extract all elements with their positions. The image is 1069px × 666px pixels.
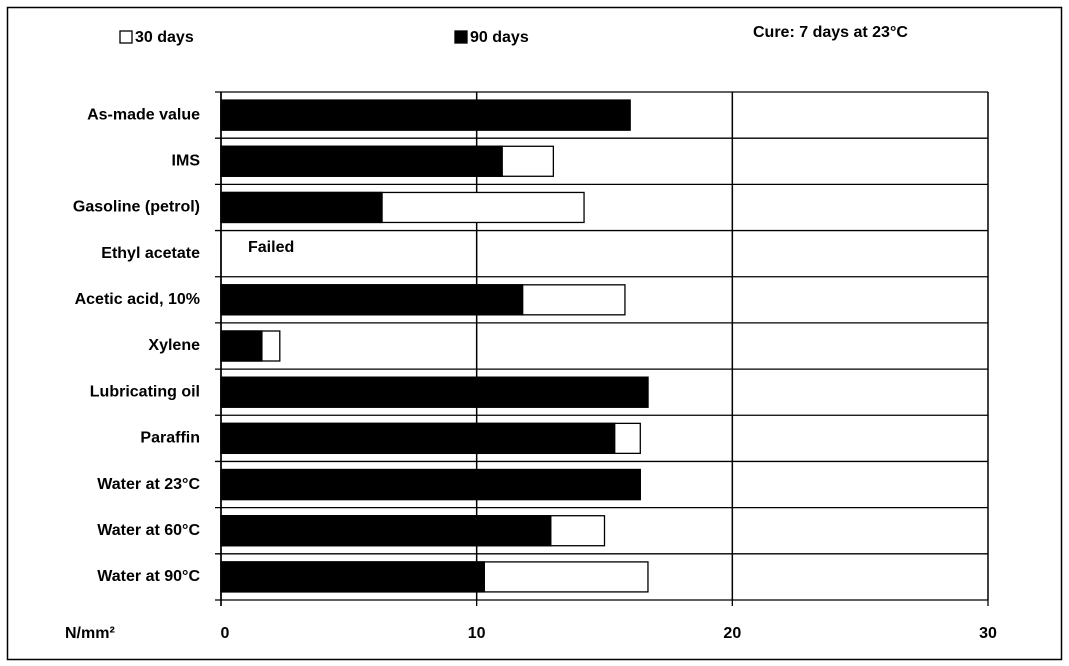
bar (220, 284, 524, 316)
y-tick-label: Water at 60°C (97, 522, 200, 539)
bar (220, 145, 503, 177)
bar (220, 422, 616, 455)
bar (220, 191, 383, 224)
bar (220, 515, 552, 547)
bar (220, 468, 641, 501)
y-tick-label: IMS (172, 152, 201, 169)
y-tick-label: As-made value (87, 106, 200, 123)
legend-marker (454, 30, 468, 44)
legend-label: 90 days (470, 29, 529, 46)
bar (220, 330, 263, 362)
x-tick-label: 10 (468, 625, 486, 642)
legend-marker (119, 30, 133, 44)
x-axis-label: N/mm² (65, 625, 115, 642)
bar (220, 99, 631, 131)
x-tick-label: 0 (221, 625, 230, 642)
y-tick-label: Ethyl acetate (101, 245, 200, 262)
annotation: Failed (248, 239, 294, 256)
y-tick-label: Gasoline (petrol) (73, 199, 200, 216)
bar (220, 561, 485, 593)
bar (220, 376, 649, 408)
y-tick-label: Xylene (148, 337, 200, 354)
y-tick-label: Lubricating oil (90, 383, 200, 400)
x-tick-label: 30 (979, 625, 997, 642)
y-tick-label: Water at 90°C (97, 568, 200, 585)
y-tick-label: Acetic acid, 10% (75, 291, 200, 308)
x-tick-label: 20 (723, 625, 741, 642)
legend-label: 30 days (135, 29, 194, 46)
y-tick-label: Water at 23°C (97, 476, 200, 493)
annotation: Cure: 7 days at 23°C (753, 24, 908, 41)
y-tick-label: Paraffin (140, 430, 200, 447)
